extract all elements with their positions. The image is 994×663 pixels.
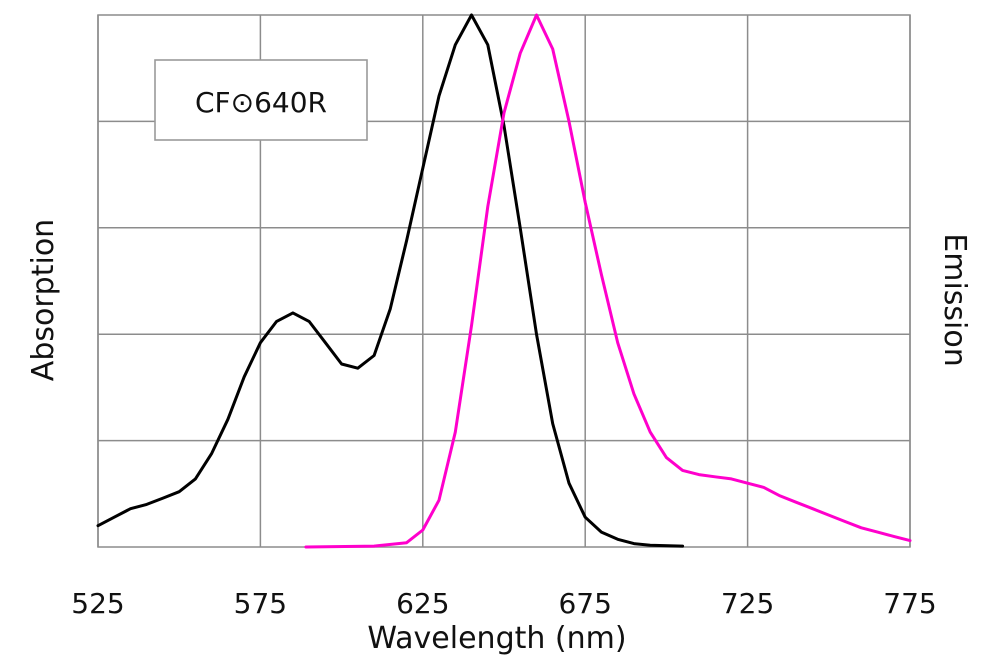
y-axis-title-left: Absorption bbox=[26, 219, 61, 381]
legend: CF⊙640R bbox=[154, 59, 368, 141]
x-axis-title: Wavelength (nm) bbox=[367, 621, 626, 656]
x-tick-label: 725 bbox=[721, 587, 774, 620]
y-axis-title-right: Emission bbox=[937, 233, 972, 366]
emission-line bbox=[304, 13, 912, 549]
x-tick-label: 625 bbox=[396, 587, 449, 620]
legend-box bbox=[154, 59, 368, 141]
grid bbox=[97, 14, 911, 548]
x-tick-label: 525 bbox=[71, 587, 124, 620]
x-tick-labels: 525 575 625 675 725 775 bbox=[71, 587, 936, 620]
series-layer bbox=[96, 13, 912, 549]
x-tick-label: 575 bbox=[234, 587, 287, 620]
absorption-line bbox=[96, 13, 685, 548]
x-tick-label: 675 bbox=[558, 587, 611, 620]
legend-label: CF⊙640R bbox=[195, 86, 327, 119]
plot-frame bbox=[97, 14, 911, 548]
x-tick-label: 775 bbox=[883, 587, 936, 620]
